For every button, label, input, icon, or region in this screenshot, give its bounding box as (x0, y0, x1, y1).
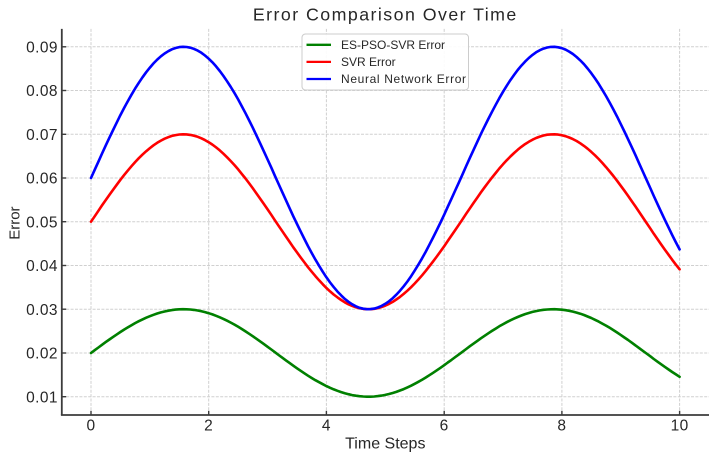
svg-text:Error Comparison Over Time: Error Comparison Over Time (253, 4, 518, 24)
svg-text:0.03: 0.03 (26, 302, 58, 319)
svg-text:2: 2 (204, 418, 213, 435)
svg-text:10: 10 (671, 418, 689, 435)
svg-text:4: 4 (322, 418, 331, 435)
svg-text:0.02: 0.02 (26, 346, 58, 363)
svg-text:8: 8 (557, 418, 566, 435)
svg-text:0.05: 0.05 (26, 214, 58, 231)
svg-text:0: 0 (86, 418, 95, 435)
svg-text:0.04: 0.04 (26, 258, 58, 275)
svg-text:6: 6 (440, 418, 449, 435)
svg-text:Error: Error (6, 206, 23, 239)
svg-text:0.09: 0.09 (26, 39, 58, 56)
svg-text:0.06: 0.06 (26, 171, 58, 188)
svg-text:Neural Network Error: Neural Network Error (341, 72, 467, 86)
svg-text:SVR Error: SVR Error (341, 55, 396, 69)
svg-text:0.01: 0.01 (26, 389, 58, 406)
svg-text:0.08: 0.08 (26, 83, 58, 100)
svg-text:0.07: 0.07 (26, 127, 58, 144)
svg-text:Time Steps: Time Steps (345, 436, 425, 453)
svg-text:ES-PSO-SVR Error: ES-PSO-SVR Error (341, 38, 445, 52)
